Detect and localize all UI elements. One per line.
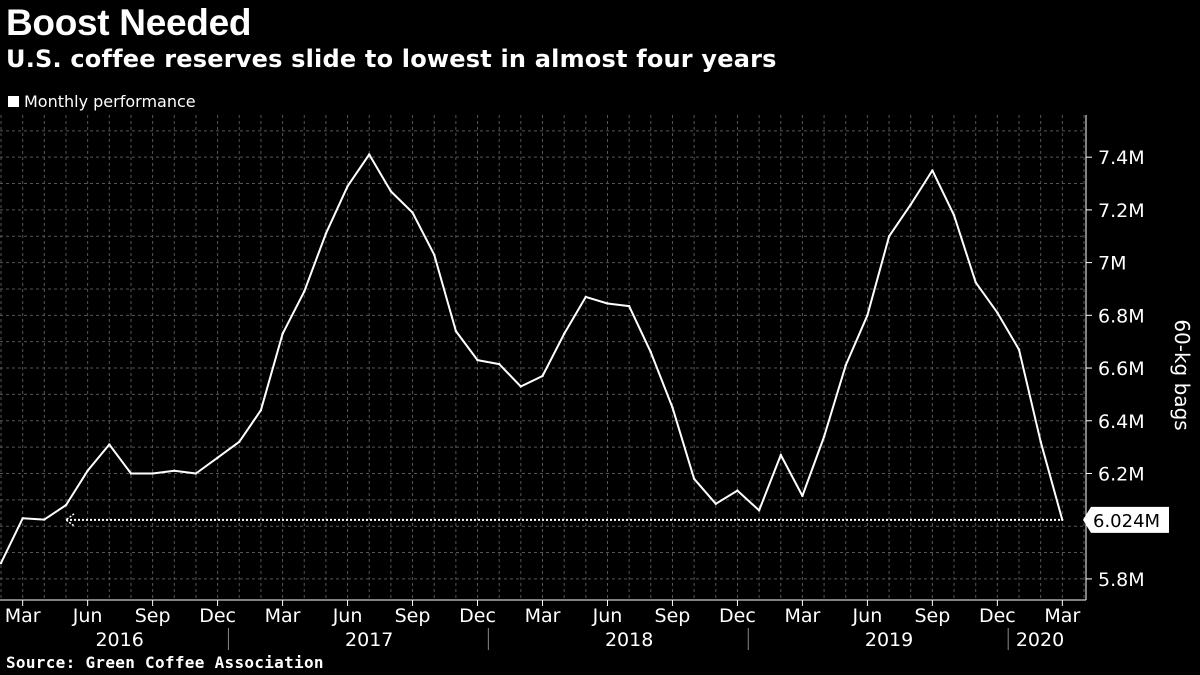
y-tick-label: 6.8M xyxy=(1098,305,1145,327)
data-point xyxy=(216,456,219,459)
data-point xyxy=(476,358,479,362)
legend-swatch xyxy=(8,96,19,107)
x-tick-label: Mar xyxy=(265,605,301,627)
data-point xyxy=(671,406,674,409)
y-axis-title: 60-kg bags xyxy=(1170,319,1194,430)
series-line-monthly-performance xyxy=(0,153,1064,564)
data-point xyxy=(887,235,891,238)
data-point xyxy=(108,443,111,446)
data-point xyxy=(281,332,284,335)
data-point xyxy=(563,332,566,335)
data-point xyxy=(844,364,847,367)
data-point xyxy=(606,302,609,305)
data-point xyxy=(64,503,68,507)
x-tick-label: Mar xyxy=(525,605,561,627)
data-point xyxy=(541,374,544,378)
y-tick-label: 7M xyxy=(1098,253,1126,275)
legend: Monthly performance xyxy=(8,92,196,111)
x-tick-label: Dec xyxy=(979,605,1016,627)
x-tick-label: Sep xyxy=(135,605,171,627)
year-label: 2017 xyxy=(345,629,393,651)
data-point xyxy=(259,409,263,412)
data-point xyxy=(714,502,717,505)
data-point xyxy=(909,203,912,206)
year-label: 2018 xyxy=(605,629,653,651)
x-tick-label: Jun xyxy=(332,605,363,627)
x-tick-label: Dec xyxy=(199,605,236,627)
data-point xyxy=(627,304,631,308)
data-point xyxy=(584,295,587,299)
data-point xyxy=(757,509,761,512)
y-tick-label: 6.6M xyxy=(1098,358,1145,380)
data-point xyxy=(1017,348,1021,351)
data-point xyxy=(692,477,696,480)
data-point xyxy=(346,185,349,188)
chart-subtitle: U.S. coffee reserves slide to lowest in … xyxy=(6,45,777,73)
year-label: 2019 xyxy=(865,629,913,651)
y-tick-label: 6.4M xyxy=(1098,411,1145,433)
data-point xyxy=(801,494,804,498)
y-tick-label: 5.8M xyxy=(1098,569,1145,591)
data-point xyxy=(931,169,934,172)
grid xyxy=(0,115,1086,600)
y-tick-label: 6.2M xyxy=(1098,463,1145,485)
data-point xyxy=(974,281,977,284)
x-tick-label: Jun xyxy=(72,605,103,627)
data-point xyxy=(194,472,198,475)
data-point xyxy=(0,561,3,565)
chart-title: Boost Needed xyxy=(6,2,252,43)
x-tick-label: Mar xyxy=(1044,605,1080,627)
y-tick-label: 7.2M xyxy=(1098,200,1145,222)
year-label: 2020 xyxy=(1016,629,1064,651)
data-point xyxy=(866,314,869,317)
data-point xyxy=(736,489,739,492)
data-point xyxy=(822,435,826,438)
data-point xyxy=(173,469,176,472)
axes xyxy=(0,115,1092,650)
data-point xyxy=(433,253,436,256)
data-point xyxy=(1039,440,1042,443)
data-point xyxy=(303,290,306,293)
value-callout: 6.024M xyxy=(1083,506,1169,533)
x-tick-label: Sep xyxy=(395,605,431,627)
data-point xyxy=(996,311,999,314)
data-point xyxy=(21,517,24,520)
data-point xyxy=(454,329,458,333)
data-point xyxy=(779,453,782,457)
x-tick-label: Dec xyxy=(459,605,496,627)
data-point xyxy=(498,362,501,366)
x-tick-label: Jun xyxy=(592,605,623,627)
data-point xyxy=(324,232,328,235)
data-point xyxy=(649,351,652,354)
data-point xyxy=(1061,518,1064,522)
y-tick-label: 7.4M xyxy=(1098,147,1145,169)
x-tick-label: Mar xyxy=(5,605,41,627)
data-point xyxy=(389,190,393,193)
data-point xyxy=(151,472,154,475)
data-point xyxy=(43,518,46,521)
legend-label: Monthly performance xyxy=(24,92,196,111)
axis-labels: 5.8M 6.2M 6.4M 6.6M 6.8M 7M 7.2M 7.4M 60-kg bags… xyxy=(5,147,1194,651)
x-tick-label: Sep xyxy=(914,605,950,627)
x-tick-label: Dec xyxy=(719,605,756,627)
callout-label: 6.024M xyxy=(1093,511,1160,532)
data-point xyxy=(411,211,414,214)
data-point xyxy=(952,214,956,217)
data-point xyxy=(368,153,371,156)
x-tick-label: Jun xyxy=(852,605,883,627)
x-tick-label: Sep xyxy=(655,605,691,627)
data-point xyxy=(519,385,522,388)
series-layer xyxy=(0,153,1064,565)
x-tick-label: Mar xyxy=(784,605,820,627)
data-point xyxy=(129,472,133,475)
callout-box xyxy=(1083,506,1169,533)
data-point xyxy=(86,469,89,472)
source-note: Source: Green Coffee Association xyxy=(6,653,324,672)
year-label: 2016 xyxy=(95,629,143,651)
data-point xyxy=(238,440,241,443)
